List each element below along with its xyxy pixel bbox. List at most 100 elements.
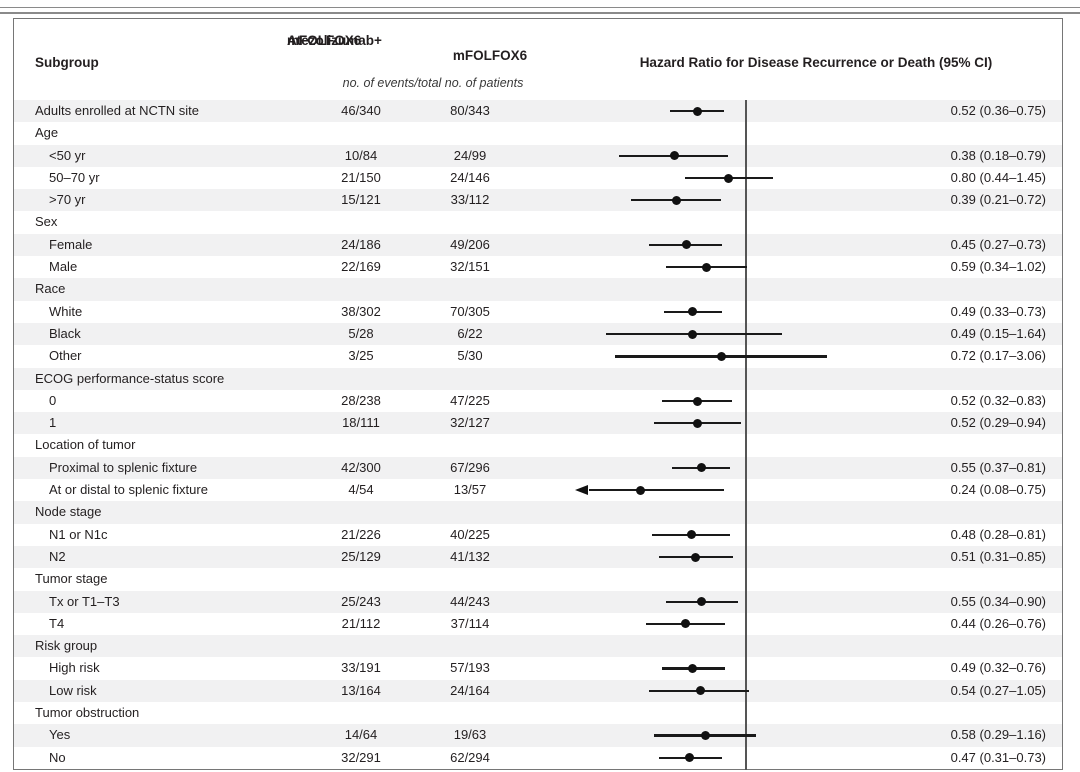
hr-ci-value: 0.45 (0.27–0.73) bbox=[950, 236, 1046, 252]
hr-ci-value: 0.52 (0.29–0.94) bbox=[950, 415, 1046, 431]
arm2-events-value: 24/99 bbox=[453, 147, 487, 163]
hr-point-marker bbox=[686, 530, 696, 540]
arm1-events-value: 3/25 bbox=[348, 348, 374, 364]
subgroup-label: Tx or T1–T3 bbox=[49, 593, 120, 609]
subgroup-label: Other bbox=[49, 348, 82, 364]
hr-point-marker bbox=[700, 730, 710, 740]
subgroup-label: No bbox=[49, 749, 66, 765]
arm2-events-value: 24/146 bbox=[450, 169, 490, 185]
subgroup-label: Race bbox=[35, 281, 66, 297]
hr-ci-value: 0.44 (0.26–0.76) bbox=[950, 615, 1046, 631]
subgroup-label: T4 bbox=[49, 615, 65, 631]
subgroup-label: Male bbox=[49, 259, 78, 275]
subgroup-label: White bbox=[49, 303, 83, 319]
hr-ci-value: 0.55 (0.34–0.90) bbox=[950, 593, 1046, 609]
hr-point-marker bbox=[671, 195, 681, 205]
subgroup-label: Yes bbox=[49, 727, 71, 743]
subgroup-label: Low risk bbox=[49, 682, 97, 698]
arm2-events-value: 5/30 bbox=[457, 348, 483, 364]
arm1-events-value: 24/186 bbox=[341, 236, 381, 252]
subgroup-label: Adults enrolled at NCTN site bbox=[35, 103, 200, 118]
hr-ci-value: 0.24 (0.08–0.75) bbox=[950, 482, 1046, 498]
group-header-row: Risk group bbox=[14, 635, 1062, 658]
group-header-row: Tumor stage bbox=[14, 568, 1062, 590]
arm1-events-value: 18/111 bbox=[342, 415, 380, 431]
group-header-row: Race bbox=[14, 278, 1062, 301]
arm1-events-value: 22/169 bbox=[341, 259, 381, 275]
subgroup-label: 1 bbox=[49, 415, 57, 431]
hr-point-marker bbox=[692, 396, 702, 406]
group-header-row: Location of tumor bbox=[14, 434, 1062, 456]
ci-truncation-arrow-icon bbox=[575, 485, 588, 496]
subgroup-row: Tx or T1–T3 25/243 44/243 0.55 (0.34–0.90) bbox=[14, 590, 1062, 613]
reference-line bbox=[745, 100, 747, 770]
subgroup-label: ECOG performance-status score bbox=[35, 370, 225, 386]
arm1-events-value: 21/226 bbox=[341, 526, 381, 542]
hr-point-marker bbox=[702, 262, 712, 272]
hr-point-marker bbox=[696, 597, 706, 607]
subgroup-row: Female 24/186 49/206 0.45 (0.27–0.73) bbox=[14, 233, 1062, 257]
hr-ci-value: 0.54 (0.27–1.05) bbox=[950, 682, 1046, 698]
hr-ci-value: 0.39 (0.21–0.72) bbox=[950, 192, 1046, 208]
hr-ci-value: 0.49 (0.15–1.64) bbox=[950, 325, 1046, 341]
column-header-arm2: mFOLFOX6 bbox=[452, 48, 528, 63]
hr-point-marker bbox=[691, 552, 701, 562]
hr-ci-value: 0.51 (0.31–0.85) bbox=[950, 548, 1046, 564]
subgroup-row: Adults enrolled at NCTN site 46/340 80/343… bbox=[14, 100, 1062, 123]
subgroup-label: Black bbox=[49, 325, 81, 341]
subgroup-label: <50 yr bbox=[49, 147, 86, 163]
arm2-events-value: 33/112 bbox=[450, 192, 490, 208]
hr-point-marker bbox=[682, 240, 692, 250]
group-header-row: ECOG performance-status score bbox=[14, 367, 1062, 390]
subgroup-label: Proximal to splenic fixture bbox=[49, 459, 198, 475]
ci-line bbox=[589, 489, 725, 492]
hr-ci-value: 0.48 (0.28–0.81) bbox=[950, 526, 1046, 542]
arm1-events-value: 4/54 bbox=[348, 482, 374, 498]
subgroup-row: Black 5/28 6/22 0.49 (0.15–1.64) bbox=[14, 322, 1062, 346]
arm2-events-value: 80/343 bbox=[450, 103, 490, 118]
arm2-events-value: 32/151 bbox=[450, 259, 490, 275]
column-header-subgroup: Subgroup bbox=[35, 55, 99, 70]
subgroup-label: Location of tumor bbox=[35, 437, 136, 453]
subgroup-label: Tumor obstruction bbox=[35, 705, 140, 721]
subgroup-row: Low risk 13/164 24/164 0.54 (0.27–1.05) bbox=[14, 679, 1062, 703]
arm2-events-value: 6/22 bbox=[457, 325, 483, 341]
hr-point-marker bbox=[669, 151, 679, 161]
subgroup-row: Other 3/25 5/30 0.72 (0.17–3.06) bbox=[14, 345, 1062, 367]
hr-point-marker bbox=[636, 485, 646, 495]
arm2-events-value: 41/132 bbox=[450, 548, 490, 564]
hr-point-marker bbox=[685, 753, 695, 763]
hr-point-marker bbox=[695, 686, 705, 696]
hr-point-marker bbox=[692, 418, 702, 428]
arm1-events-value: 21/150 bbox=[341, 169, 381, 185]
arm2-events-value: 32/127 bbox=[450, 415, 490, 431]
arm1-events-value: 25/129 bbox=[341, 548, 381, 564]
group-header-row: Tumor obstruction bbox=[14, 702, 1062, 724]
events-units-note: no. of events/total no. of patients bbox=[342, 76, 524, 90]
subgroup-row: <50 yr 10/84 24/99 0.38 (0.18–0.79) bbox=[14, 144, 1062, 167]
arm2-events-value: 13/57 bbox=[453, 482, 487, 498]
hr-ci-value: 0.72 (0.17–3.06) bbox=[950, 348, 1046, 364]
subgroup-row: Male 22/169 32/151 0.59 (0.34–1.02) bbox=[14, 256, 1062, 278]
subgroup-label: N1 or N1c bbox=[49, 526, 108, 542]
subgroup-label: Node stage bbox=[35, 504, 102, 520]
arm1-events-value: 33/191 bbox=[341, 660, 381, 676]
column-header-hazard-ratio: Hazard Ratio for Disease Recurrence or D… bbox=[639, 55, 993, 70]
subgroup-label: N2 bbox=[49, 548, 66, 564]
subgroup-label: >70 yr bbox=[49, 192, 86, 208]
hr-point-marker bbox=[680, 619, 690, 629]
hr-point-marker bbox=[688, 307, 698, 317]
subgroup-row: N1 or N1c 21/226 40/225 0.48 (0.28–0.81) bbox=[14, 524, 1062, 546]
subgroup-row: N2 25/129 41/132 0.51 (0.31–0.85) bbox=[14, 545, 1062, 569]
subgroup-label: 0 bbox=[49, 392, 57, 408]
subgroup-row: T4 21/112 37/114 0.44 (0.26–0.76) bbox=[14, 613, 1062, 635]
arm1-events-value: 21/112 bbox=[341, 615, 381, 631]
column-header-arm1-line2: mFOLFOX6 bbox=[287, 33, 362, 48]
arm1-events-value: 25/243 bbox=[341, 593, 381, 609]
arm1-events-value: 10/84 bbox=[344, 147, 378, 163]
group-header-row: Age bbox=[14, 122, 1062, 144]
hr-ci-value: 0.80 (0.44–1.45) bbox=[950, 169, 1046, 185]
arm2-events-value: 67/296 bbox=[450, 459, 490, 475]
subgroup-label: 50–70 yr bbox=[49, 169, 100, 185]
hr-point-marker bbox=[724, 173, 734, 183]
